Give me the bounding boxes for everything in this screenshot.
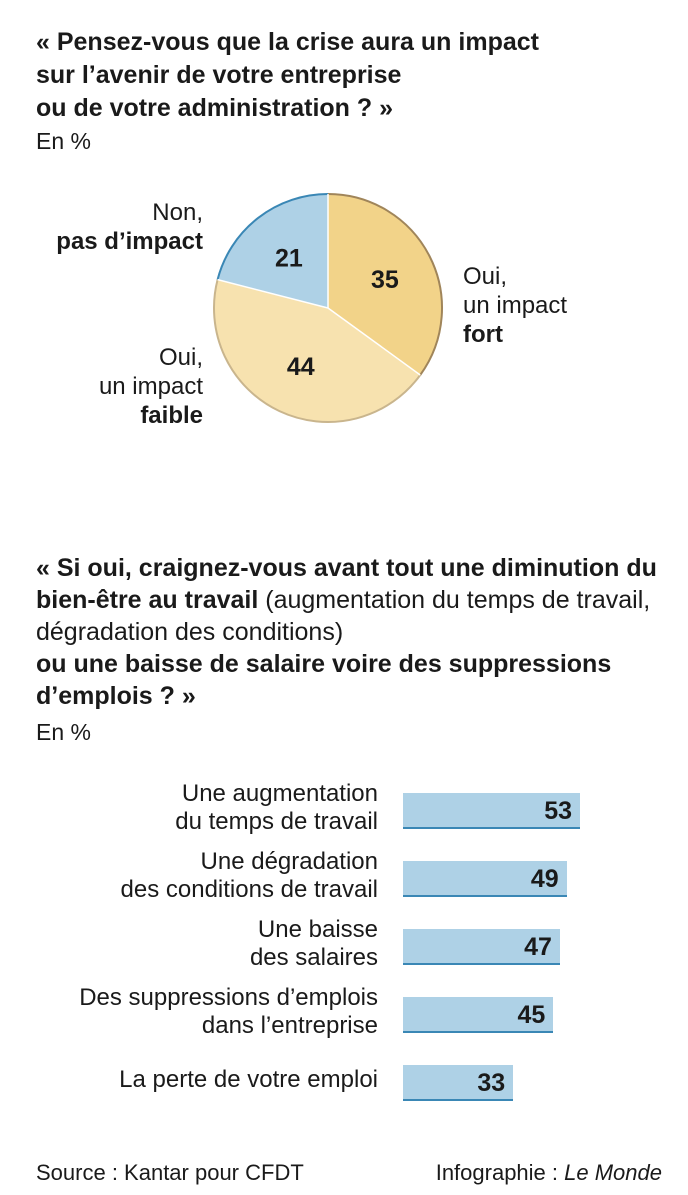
bar-value-label: 45 [517,1001,546,1029]
bar-category-line: Une baisse [257,916,378,943]
bar: 45 [403,997,554,1033]
unit-label: En % [36,128,91,154]
unit-label: En % [36,719,91,745]
bar: 53 [403,793,580,829]
pie-slice [328,194,442,376]
title-bold-part: ou une baisse de salaire voire des suppr… [36,650,612,710]
pie-label-non: Non, pas d’impact [56,198,203,256]
credit-note: Infographie : Le Monde [436,1159,662,1187]
title-line: ou de votre administration ? » [36,94,393,122]
pie-label-bold: faible [140,402,203,429]
bar-category-line: des conditions de travail [120,876,378,903]
pie-label-line: Non, [152,199,203,226]
pie-label-line: Oui, [158,344,203,371]
pie-slice-edge [213,279,422,423]
bar-category-label: Une augmentation du temps de travail [175,780,378,836]
bar-category-line: Une dégradation [200,848,378,875]
bar: 49 [403,861,567,897]
title-line: sur l’avenir de votre entreprise [36,61,402,89]
bar-category-line: des salaires [249,944,378,971]
pie-label-faible: Oui, un impact faible [99,343,203,430]
pie-separator [217,278,329,309]
bar: 33 [403,1065,514,1101]
title-bold-part: « Si oui, craignez-vous avant tout une d… [36,554,657,614]
bar-value-label: 47 [524,933,552,961]
bar-category-line: dans l’entreprise [201,1012,378,1039]
bar-category-label: Une baisse des salaires [250,916,378,972]
question-1-title: « Pensez-vous que la crise aura un impac… [36,26,666,125]
pie-label-bold: fort [463,321,503,348]
pie-value-label: 44 [287,353,315,381]
title-regular-part: (augmentation du temps de travail, dégra… [36,586,651,646]
bar-value-label: 53 [544,797,572,825]
bar-category-label: Une dégradation des conditions de travail [121,848,378,904]
pie-separator [327,307,421,376]
credit-prefix: Infographie : [435,1160,565,1185]
pie-label-line: un impact [98,373,203,400]
pie-slice-edge [327,193,443,376]
title-line: « Pensez-vous que la crise aura un impac… [36,28,539,56]
pie-label-fort: Oui, un impact fort [463,262,567,349]
pie-label-line: Oui, [463,263,508,290]
bar-value-label: 33 [477,1069,506,1097]
pie-label-bold: pas d’impact [56,228,203,255]
bar-category-label: La perte de votre emploi [119,1066,378,1094]
pie-value-label: 21 [275,245,303,273]
bar-category-line: du temps de travail [175,808,378,835]
bar-category-line: La perte de votre emploi [119,1066,378,1093]
pie-slice [213,279,421,423]
question-2-title: « Si oui, craignez-vous avant tout une d… [36,552,676,712]
source-note: Source : Kantar pour CFDT [36,1160,304,1185]
credit-name: Le Monde [564,1160,662,1185]
pie-slice [217,194,328,308]
bar-chart: Une augmentation du temps de travail 53 Une… [0,760,688,1120]
pie-slice-edge [216,193,329,280]
bar-category-line: Une augmentation [181,780,378,807]
bar: 47 [403,929,560,965]
pie-chart: 35 44 21 [213,193,443,423]
pie-value-label: 35 [371,266,399,294]
bar-category-line: Des suppressions d’emplois [79,984,378,1011]
pie-label-line: un impact [463,292,568,319]
bar-value-label: 49 [530,865,559,893]
bar-category-label: Des suppressions d’emplois dans l’entrepr… [79,984,378,1040]
